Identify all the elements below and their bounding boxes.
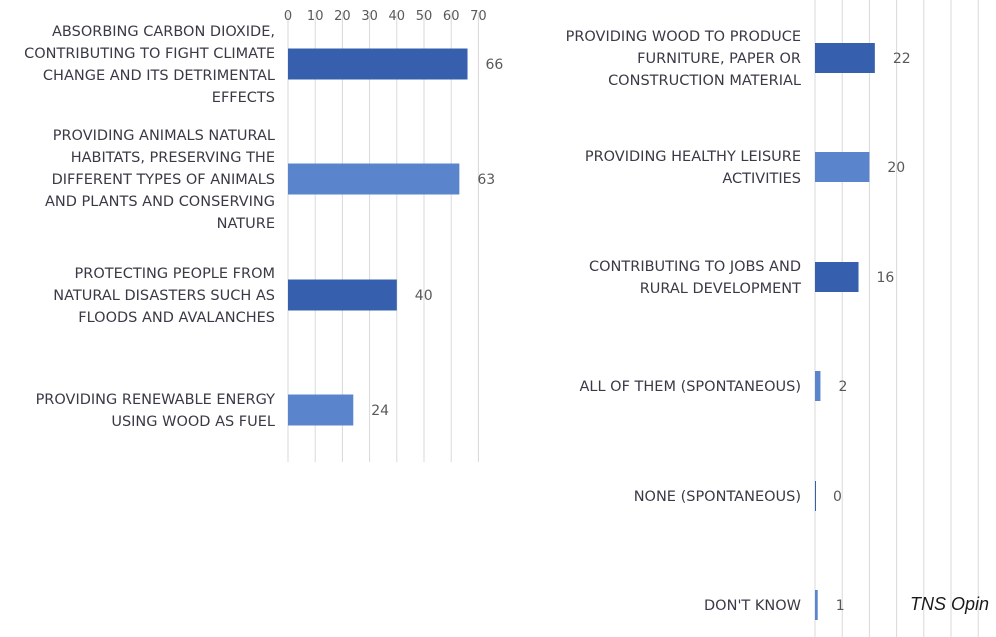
category-label-line: CONTRIBUTING TO JOBS AND xyxy=(589,259,801,275)
category-label-line: AND PLANTS AND CONSERVING xyxy=(45,194,275,210)
source-note: TNS Opin xyxy=(910,594,990,614)
bar xyxy=(815,262,859,292)
category-label-line: NATURAL DISASTERS SUCH AS xyxy=(53,288,275,304)
category-label-line: USING WOOD AS FUEL xyxy=(111,414,275,430)
data-label: 0 xyxy=(833,489,842,505)
bar xyxy=(288,394,354,426)
x-tick-label: 30 xyxy=(361,9,378,24)
category-label-line: RURAL DEVELOPMENT xyxy=(640,281,801,297)
category-label-line: CHANGE AND ITS DETRIMENTAL xyxy=(43,68,275,84)
category-label: ALL OF THEM (SPONTANEOUS) xyxy=(579,379,801,395)
category-label-line: EFFECTS xyxy=(212,90,275,106)
bar xyxy=(288,163,460,195)
category-label: PROVIDING RENEWABLE ENERGY USING WOOD AS … xyxy=(36,392,276,430)
data-label: 20 xyxy=(887,160,905,176)
category-label-line: PROVIDING WOOD TO PRODUCE xyxy=(566,29,801,45)
bar xyxy=(815,590,818,620)
data-label: 16 xyxy=(877,270,895,286)
data-label: 22 xyxy=(893,51,911,67)
category-label-line: FLOODS AND AVALANCHES xyxy=(78,310,275,326)
bar xyxy=(815,481,816,511)
category-label-line: ALL OF THEM (SPONTANEOUS) xyxy=(579,379,801,395)
bar xyxy=(815,43,875,73)
data-label: 66 xyxy=(486,57,504,73)
x-tick-label: 20 xyxy=(334,9,351,24)
category-label: PROVIDING HEALTHY LEISURE ACTIVITIES xyxy=(585,149,801,187)
x-tick-label: 0 xyxy=(284,9,292,24)
data-label: 2 xyxy=(838,379,847,395)
category-label-line: FURNITURE, PAPER OR xyxy=(637,51,801,67)
category-label-line: PROVIDING ANIMALS NATURAL xyxy=(53,128,275,144)
category-label-line: DIFFERENT TYPES OF ANIMALS xyxy=(52,172,275,188)
data-label: 1 xyxy=(836,598,845,614)
category-label-line: PROVIDING HEALTHY LEISURE xyxy=(585,149,801,165)
bar xyxy=(815,371,821,401)
category-label-line: PROTECTING PEOPLE FROM xyxy=(75,266,275,282)
category-label-line: DON'T KNOW xyxy=(704,598,801,614)
category-label-line: PROVIDING RENEWABLE ENERGY xyxy=(36,392,276,408)
x-tick-label: 60 xyxy=(443,9,460,24)
category-label-line: NONE (SPONTANEOUS) xyxy=(634,489,801,505)
chart-2: 22 PROVIDING WOOD TO PRODUCE FURNITURE, PA… xyxy=(566,0,979,637)
data-label: 63 xyxy=(477,172,495,188)
x-tick-label: 10 xyxy=(307,9,324,24)
x-tick-label: 50 xyxy=(416,9,433,24)
category-label-line: ACTIVITIES xyxy=(722,171,801,187)
category-label: PROVIDING ANIMALS NATURAL HABITATS, PRESE… xyxy=(45,128,275,232)
bar xyxy=(288,279,397,311)
category-label: PROTECTING PEOPLE FROM NATURAL DISASTERS … xyxy=(53,266,275,326)
bar xyxy=(815,152,870,182)
x-tick-label: 40 xyxy=(389,9,406,24)
x-tick-label: 70 xyxy=(470,9,487,24)
category-label-line: CONTRIBUTING TO FIGHT CLIMATE xyxy=(24,46,275,62)
category-label: CONTRIBUTING TO JOBS AND RURAL DEVELOPMEN… xyxy=(589,259,801,297)
category-label: NONE (SPONTANEOUS) xyxy=(634,489,801,505)
category-label: PROVIDING WOOD TO PRODUCE FURNITURE, PAPE… xyxy=(566,29,801,89)
chart-1: 0 10 20 30 40 50 60 70 66 ABSORBING CARBON DIOXID… xyxy=(24,9,503,462)
category-label-line: NATURE xyxy=(217,216,275,232)
category-label: DON'T KNOW xyxy=(704,598,801,614)
category-label-line: CONSTRUCTION MATERIAL xyxy=(608,73,801,89)
category-label-line: HABITATS, PRESERVING THE xyxy=(71,150,275,166)
bar xyxy=(288,48,468,80)
data-label: 40 xyxy=(415,288,433,304)
category-label: ABSORBING CARBON DIOXIDE, CONTRIBUTING TO… xyxy=(24,24,275,106)
category-label-line: ABSORBING CARBON DIOXIDE, xyxy=(52,24,275,40)
data-label: 24 xyxy=(371,403,389,419)
